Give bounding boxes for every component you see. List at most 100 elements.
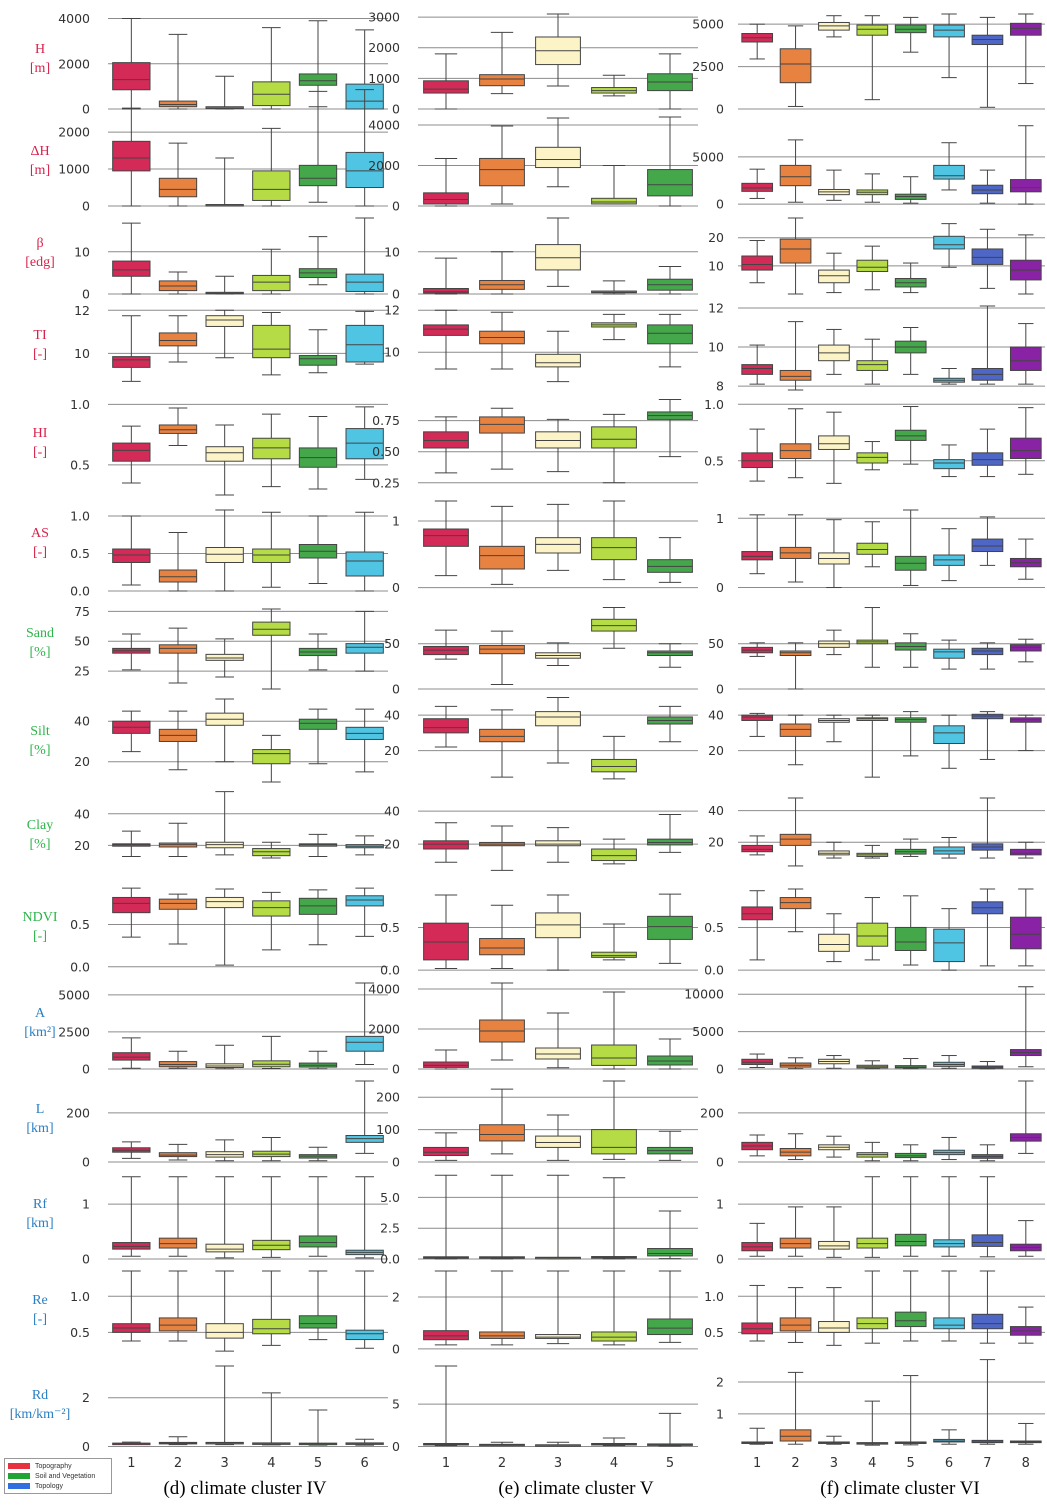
tick-label: 0.0: [70, 959, 90, 974]
box: [933, 235, 965, 250]
row-label: NDVI [-]: [0, 908, 80, 946]
box: [647, 324, 693, 345]
box: [112, 1052, 151, 1061]
tick-label: 1: [392, 514, 400, 529]
panel-1-4: 0.25 0.50 0.75: [372, 399, 698, 490]
x-tick-label: 2: [791, 1456, 799, 1471]
box: [971, 248, 1004, 265]
box: [779, 1429, 812, 1442]
tick-label: 12: [74, 303, 90, 318]
row-label-name: L: [35, 1101, 45, 1117]
legend-label: Topology: [35, 1482, 64, 1490]
panel-0-12: 01: [82, 1176, 388, 1267]
box: [345, 151, 384, 189]
box: [741, 714, 774, 721]
row-label-name: Sand: [26, 626, 54, 641]
box: [345, 428, 384, 460]
row-label: Clay [%]: [0, 816, 80, 854]
tick-label: 1.0: [704, 397, 724, 412]
box: [423, 1146, 469, 1157]
panel-2-1: 0 5000: [692, 125, 1045, 212]
tick-label: 0.5: [704, 1325, 724, 1340]
legend-item: Topography: [8, 1461, 108, 1471]
tick-label: 1: [82, 1197, 90, 1212]
box: [779, 48, 812, 84]
box: [479, 157, 525, 187]
row-label-unit: [%]: [29, 836, 51, 852]
tick-label: 0: [392, 682, 400, 697]
box: [933, 725, 965, 745]
box: [779, 164, 812, 187]
x-tick-label: 5: [666, 1456, 674, 1471]
box: [779, 369, 812, 381]
panel-2-12: 01: [716, 1176, 1045, 1267]
box: [591, 758, 637, 773]
tick-label: 20: [74, 754, 90, 769]
row-label-unit: [%]: [29, 742, 51, 758]
box: [112, 140, 151, 172]
tick-label: 1: [716, 511, 724, 526]
row-label-unit: [km]: [26, 1215, 54, 1231]
tick-label: 5000: [692, 1024, 724, 1039]
row-label-name: Rf: [33, 1196, 47, 1212]
box: [779, 723, 812, 737]
box: [252, 81, 291, 107]
tick-label: 2000: [58, 125, 90, 140]
box: [856, 1237, 889, 1249]
tick-label: 0: [82, 1062, 90, 1077]
tick-label: 2500: [692, 59, 724, 74]
tick-label: 0: [392, 580, 400, 595]
box: [252, 548, 291, 563]
panel-1-11: 0 100 200: [376, 1080, 698, 1170]
box: [252, 1318, 291, 1335]
tick-label: 0: [392, 287, 400, 302]
box: [252, 170, 291, 201]
box: [252, 900, 291, 917]
box: [779, 443, 812, 459]
tick-label: 20: [708, 230, 724, 245]
box: [345, 551, 384, 577]
row-label-unit: [%]: [29, 645, 51, 660]
box: [779, 1237, 812, 1249]
box: [971, 1313, 1004, 1330]
tick-label: 200: [376, 1090, 400, 1105]
box: [205, 1243, 244, 1253]
box: [933, 1317, 965, 1330]
legend-swatch: [8, 1473, 30, 1479]
box: [779, 833, 812, 846]
box: [933, 164, 965, 180]
box: [423, 718, 469, 734]
tick-label: 2000: [368, 158, 400, 173]
box: [112, 1242, 151, 1250]
tick-label: 0.5: [70, 1325, 90, 1340]
tick-label: 40: [708, 708, 724, 723]
tick-label: 0.0: [380, 963, 400, 978]
tick-label: 0.50: [372, 444, 400, 459]
row-label-name: A: [34, 1006, 46, 1021]
box: [423, 1330, 469, 1341]
box: [933, 459, 965, 470]
tick-label: 12: [384, 303, 400, 318]
row-label-name: TI: [33, 328, 47, 343]
box: [158, 424, 198, 434]
x-tick-label: 8: [1022, 1456, 1030, 1471]
panel-1-14: 05: [392, 1365, 698, 1454]
box: [933, 24, 965, 38]
box: [1009, 179, 1042, 193]
box: [535, 146, 581, 169]
tick-label: 0: [392, 102, 400, 117]
tick-label: 20: [384, 743, 400, 758]
box: [479, 74, 525, 87]
row-label: A [km²]: [0, 1004, 80, 1042]
box: [591, 848, 637, 862]
box: [535, 1135, 581, 1148]
panel-1-0: 0 1000 2000 3000: [368, 10, 698, 117]
box: [205, 547, 244, 563]
row-label-unit: [-]: [33, 545, 47, 560]
tick-label: 10000: [684, 987, 724, 1002]
panel-2-3: 8 10 12: [708, 300, 1045, 394]
tick-label: 0: [716, 197, 724, 212]
